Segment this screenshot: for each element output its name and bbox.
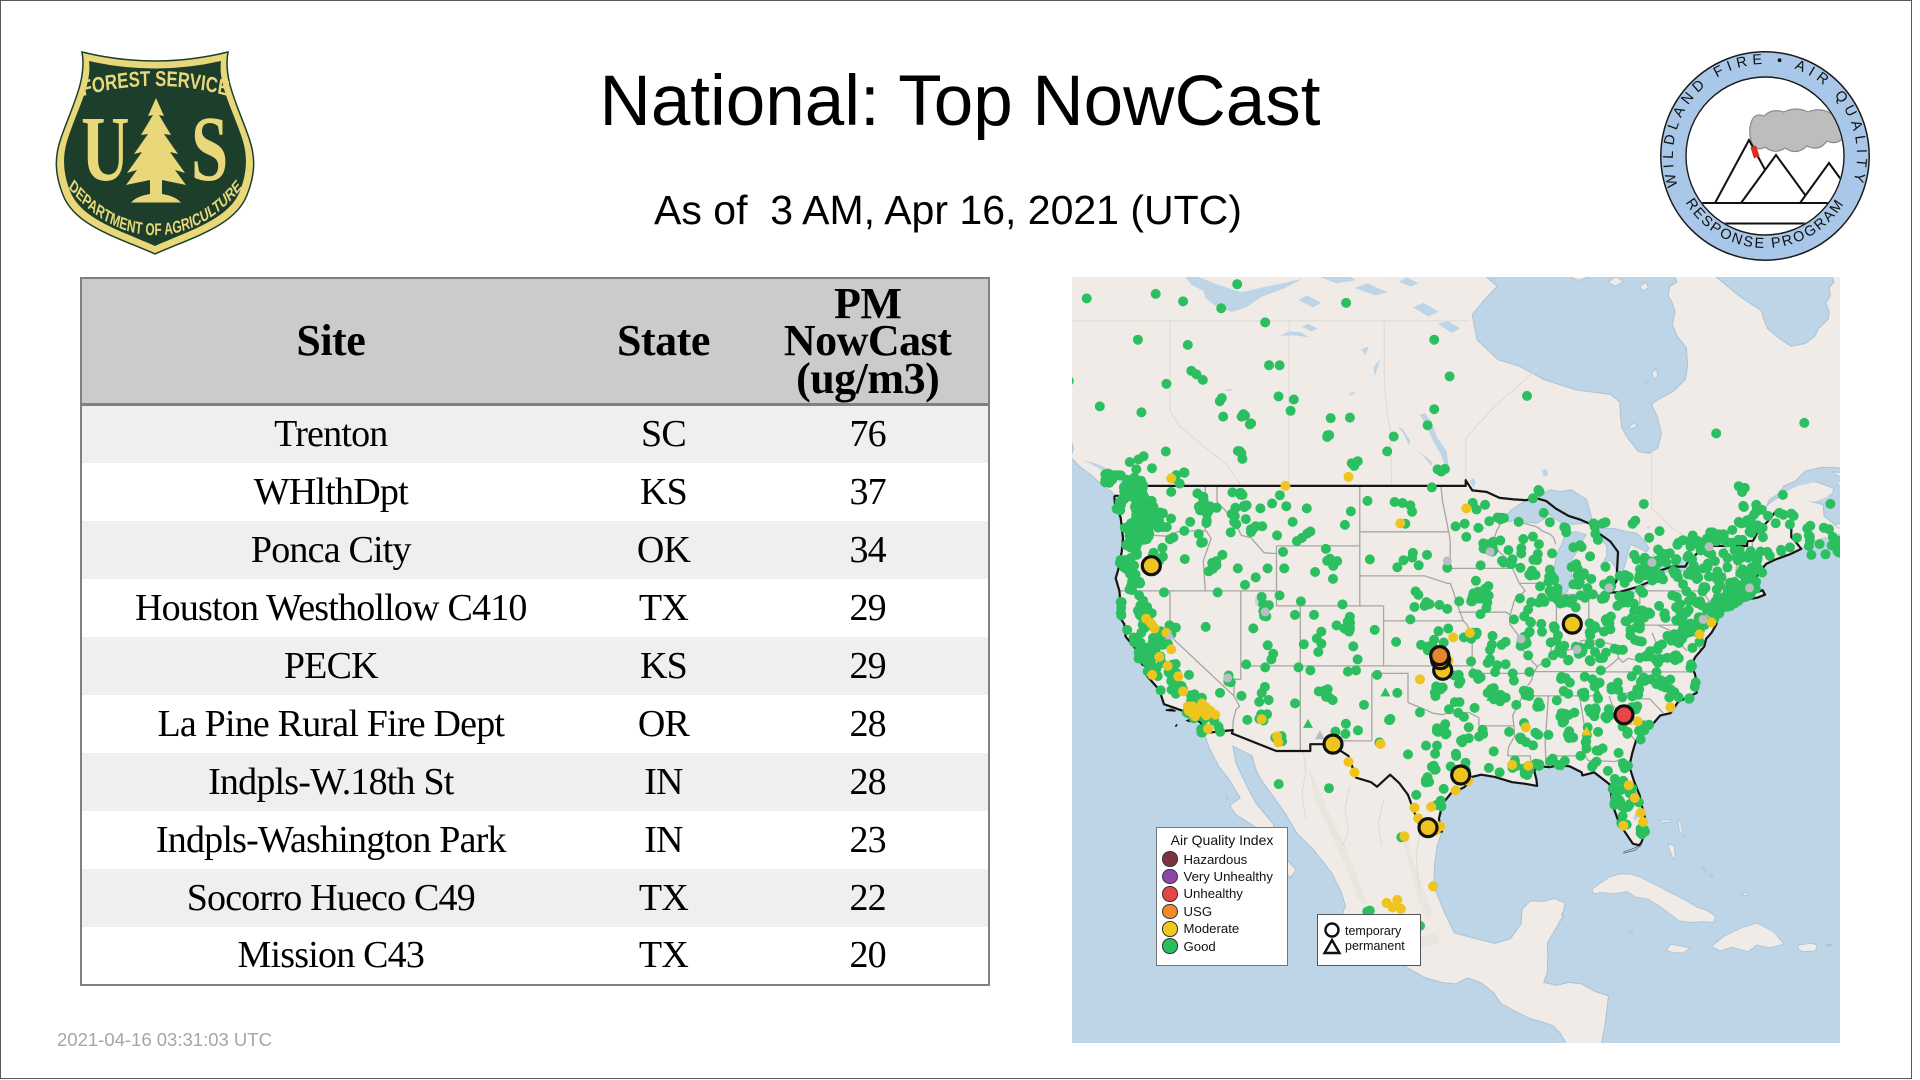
svg-text:temporary: temporary: [1345, 924, 1402, 938]
svg-text:S: S: [191, 97, 228, 200]
svg-text:permanent: permanent: [1345, 939, 1405, 953]
svg-text:U: U: [81, 97, 129, 200]
